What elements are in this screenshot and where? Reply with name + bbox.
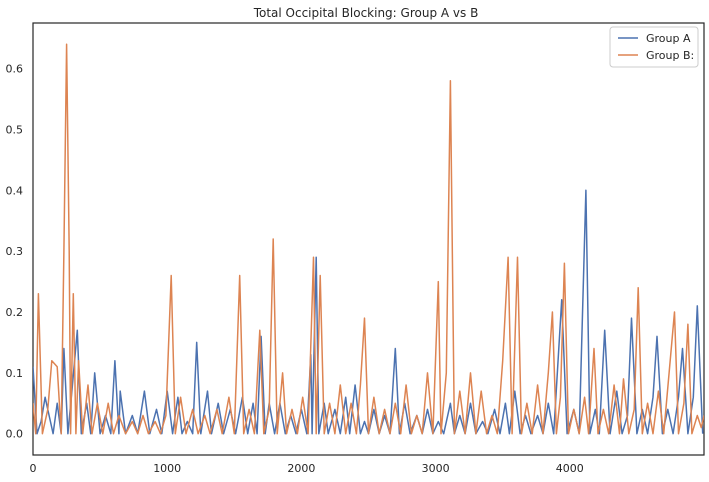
y-tick-label: 0.0 xyxy=(6,428,24,441)
legend-label: Group A xyxy=(646,32,691,45)
y-tick-label: 0.4 xyxy=(6,184,24,197)
series-lines xyxy=(33,43,704,435)
legend-box xyxy=(609,26,699,68)
chart-title: Total Occipital Blocking: Group A vs B xyxy=(253,6,479,20)
x-tick-label: 3000 xyxy=(422,462,450,475)
legend-label: Group B: xyxy=(646,49,694,62)
y-tick-label: 0.5 xyxy=(6,123,24,136)
legend: Group A Group B: xyxy=(609,26,699,68)
y-tick-label: 0.2 xyxy=(6,306,24,319)
y-tick-label: 0.1 xyxy=(6,367,24,380)
plot-area-border xyxy=(32,22,705,456)
x-tick-label: 0 xyxy=(30,462,37,475)
x-tick-label: 1000 xyxy=(153,462,181,475)
series-line-group-b xyxy=(33,43,704,435)
x-axis-ticks: 0 1000 2000 3000 4000 xyxy=(30,462,584,475)
y-tick-label: 0.3 xyxy=(6,245,24,258)
y-tick-label: 0.6 xyxy=(6,63,24,76)
x-tick-label: 2000 xyxy=(287,462,315,475)
x-tick-label: 4000 xyxy=(556,462,584,475)
y-axis-ticks: 0.0 0.1 0.2 0.3 0.4 0.5 0.6 xyxy=(6,63,24,441)
axes-frame xyxy=(32,22,705,456)
